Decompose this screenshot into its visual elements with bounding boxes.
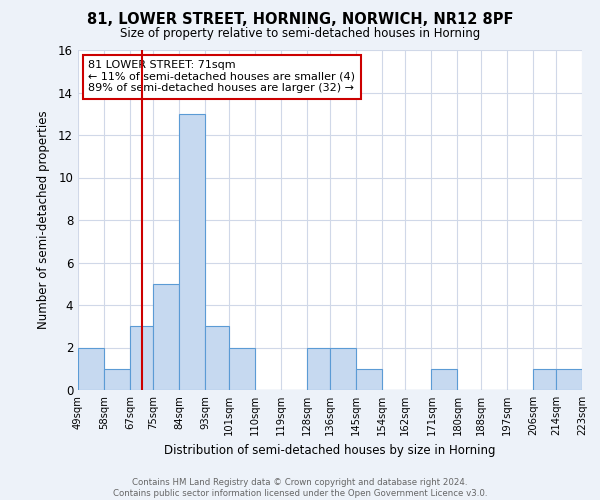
Text: 81 LOWER STREET: 71sqm
← 11% of semi-detached houses are smaller (4)
89% of semi: 81 LOWER STREET: 71sqm ← 11% of semi-det… [88, 60, 355, 94]
Text: Contains HM Land Registry data © Crown copyright and database right 2024.
Contai: Contains HM Land Registry data © Crown c… [113, 478, 487, 498]
Bar [78, 348, 104, 390]
Bar [356, 369, 382, 390]
Bar [330, 348, 356, 390]
Text: 81, LOWER STREET, HORNING, NORWICH, NR12 8PF: 81, LOWER STREET, HORNING, NORWICH, NR12… [87, 12, 513, 28]
Y-axis label: Number of semi-detached properties: Number of semi-detached properties [37, 110, 50, 330]
Bar [431, 369, 457, 390]
X-axis label: Distribution of semi-detached houses by size in Horning: Distribution of semi-detached houses by … [164, 444, 496, 456]
Text: Size of property relative to semi-detached houses in Horning: Size of property relative to semi-detach… [120, 28, 480, 40]
Bar [179, 114, 205, 390]
Bar [229, 348, 254, 390]
Bar [533, 369, 556, 390]
Bar [556, 369, 582, 390]
Bar [130, 326, 154, 390]
Bar [154, 284, 179, 390]
Bar [104, 369, 130, 390]
Bar [307, 348, 330, 390]
Bar [205, 326, 229, 390]
